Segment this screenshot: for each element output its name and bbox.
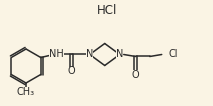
- Text: N: N: [86, 50, 94, 59]
- Text: N: N: [116, 50, 123, 59]
- Text: CH₃: CH₃: [17, 87, 35, 97]
- Text: Cl: Cl: [169, 50, 178, 59]
- Text: HCl: HCl: [97, 4, 117, 17]
- Text: O: O: [132, 70, 140, 80]
- Text: NH: NH: [49, 50, 64, 59]
- Text: O: O: [68, 66, 76, 77]
